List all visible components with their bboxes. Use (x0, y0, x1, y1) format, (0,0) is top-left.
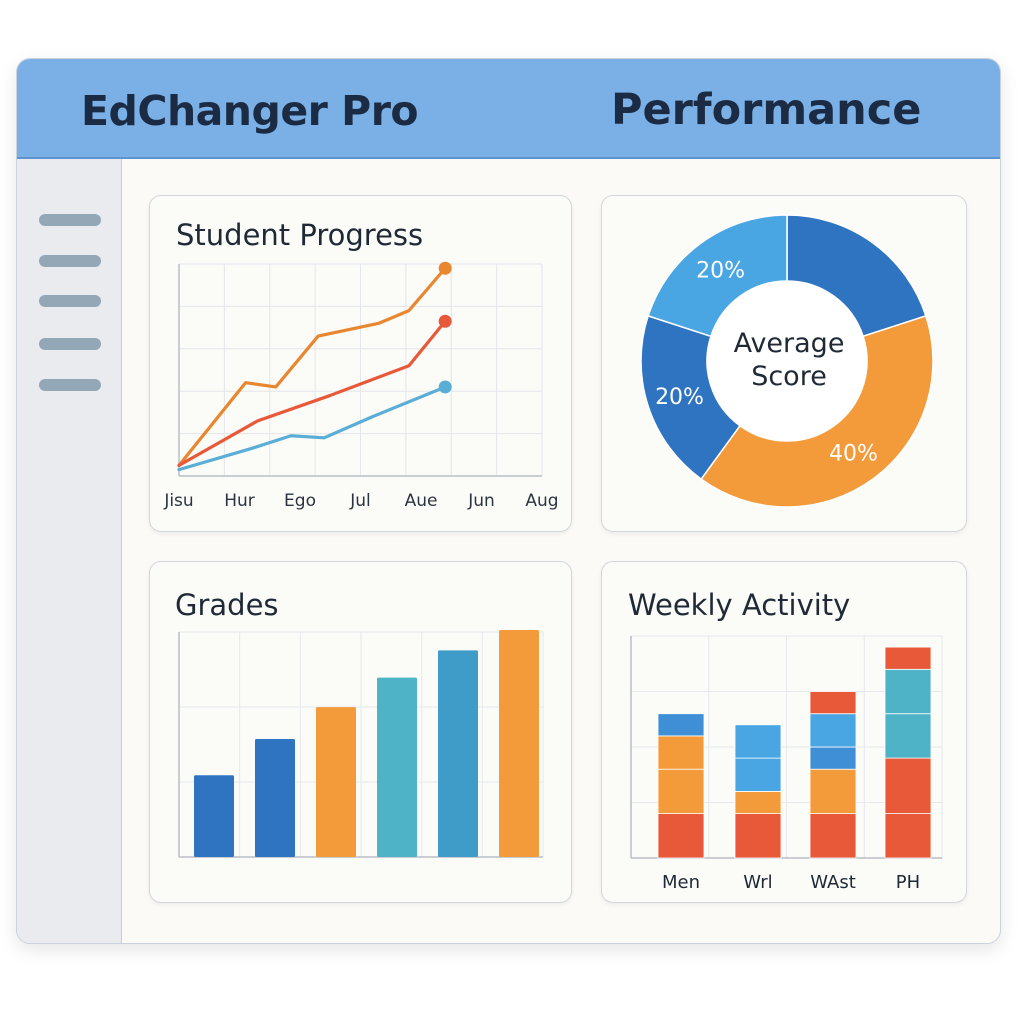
activity-bar-4-segment-2 (884, 757, 932, 815)
activity-bar-3-segment-3 (809, 746, 857, 770)
series-end-point-1 (438, 261, 452, 275)
donut-center-label-line2: Score (751, 361, 827, 392)
activity-bar-1-segment-4 (657, 713, 705, 737)
grade-bar-1 (194, 775, 234, 857)
app-title: EdChanger Pro (81, 87, 419, 135)
weekly-activity-chart: Men Wrl WAst PH (630, 635, 943, 893)
activity-bar-3-segment-5 (809, 691, 857, 715)
x-tick-label: Jisu (163, 491, 193, 511)
app-window: EdChanger Pro Performance Student Progre… (16, 58, 1001, 944)
series-end-point-2 (438, 314, 452, 328)
sidebar-item-1-menu-line-icon[interactable] (39, 214, 101, 226)
activity-bar-4-segment-4 (884, 668, 932, 715)
x-tick-label: Wrl (743, 872, 772, 893)
grades-card: Grades (149, 561, 572, 903)
activity-bar-2-segment-4 (734, 724, 782, 759)
activity-bar-1-segment-2 (657, 768, 705, 814)
sidebar-item-5-menu-line-icon[interactable] (39, 379, 101, 391)
grade-bar-4 (377, 677, 417, 857)
activity-bar-3-segment-4 (809, 713, 857, 748)
average-score-card: 40% 20% 20% Average Score (601, 195, 967, 532)
sidebar (17, 159, 122, 943)
grade-bar-3 (316, 707, 356, 857)
grade-bar-6 (499, 630, 539, 857)
activity-bar-3-segment-2 (809, 768, 857, 814)
x-tick-label: Jun (467, 491, 495, 511)
student-progress-chart: Jisu Hur Ego Jul Aue Jun Aug (163, 261, 559, 511)
grades-title: Grades (175, 588, 279, 622)
series-line-2 (177, 319, 447, 467)
header-bar: EdChanger Pro Performance (17, 59, 1000, 159)
series-end-point-3 (438, 380, 452, 394)
x-tick-label: Jul (349, 491, 371, 511)
activity-bar-2-segment-1 (734, 813, 782, 859)
student-progress-title: Student Progress (176, 218, 424, 252)
activity-bar-2-segment-3 (734, 757, 782, 792)
weekly-activity-card: Weekly Activity Men Wrl WAst PH (601, 561, 967, 903)
grade-bar-2 (255, 738, 295, 857)
x-tick-label: Aug (525, 491, 558, 511)
grade-bar-5 (438, 650, 478, 857)
activity-bar-4-segment-1 (884, 813, 932, 859)
x-tick-label: Hur (224, 491, 255, 511)
x-tick-label: PH (896, 872, 920, 893)
x-tick-label: Aue (405, 491, 438, 511)
series-line-3 (177, 385, 447, 472)
x-tick-label: WAst (810, 872, 856, 893)
sidebar-item-4-menu-line-icon[interactable] (39, 338, 101, 350)
activity-bar-3-segment-1 (809, 813, 857, 859)
x-tick-label: Men (662, 872, 700, 893)
activity-bar-1-segment-1 (657, 813, 705, 859)
donut-slice-label-3: 20% (655, 385, 704, 410)
grades-chart (178, 630, 544, 858)
student-progress-card: Student Progress Jisu Hur Ego Jul Aue Jun Aug (149, 195, 572, 532)
series-line-1 (177, 266, 447, 467)
activity-bar-2-segment-2 (734, 790, 782, 814)
page-title: Performance (611, 85, 922, 135)
activity-bar-4-segment-5 (884, 646, 932, 670)
x-tick-label: Ego (284, 491, 316, 511)
activity-bar-4-segment-3 (884, 713, 932, 759)
sidebar-item-2-menu-line-icon[interactable] (39, 255, 101, 267)
donut-hole (707, 281, 867, 441)
activity-bar-1-segment-3 (657, 735, 705, 770)
donut-center-label-line1: Average (734, 328, 845, 359)
sidebar-item-3-menu-line-icon[interactable] (39, 295, 101, 307)
weekly-activity-title: Weekly Activity (628, 588, 851, 622)
donut-slice-label-4: 20% (696, 259, 745, 284)
donut-slice-label-2: 40% (829, 441, 878, 466)
